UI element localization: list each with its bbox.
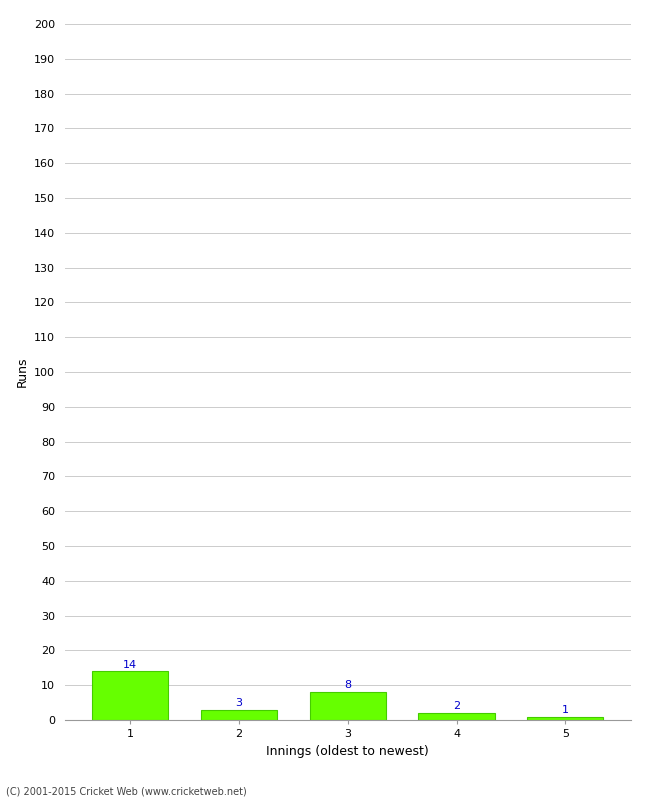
Text: 8: 8 bbox=[344, 681, 351, 690]
Text: (C) 2001-2015 Cricket Web (www.cricketweb.net): (C) 2001-2015 Cricket Web (www.cricketwe… bbox=[6, 786, 247, 796]
Bar bbox=[527, 717, 603, 720]
Bar bbox=[419, 713, 495, 720]
Text: 2: 2 bbox=[453, 702, 460, 711]
Text: 14: 14 bbox=[124, 659, 137, 670]
Text: 1: 1 bbox=[562, 705, 569, 714]
X-axis label: Innings (oldest to newest): Innings (oldest to newest) bbox=[266, 745, 429, 758]
Bar bbox=[92, 671, 168, 720]
Y-axis label: Runs: Runs bbox=[16, 357, 29, 387]
Text: 3: 3 bbox=[235, 698, 242, 708]
Bar bbox=[309, 692, 386, 720]
Bar bbox=[201, 710, 277, 720]
